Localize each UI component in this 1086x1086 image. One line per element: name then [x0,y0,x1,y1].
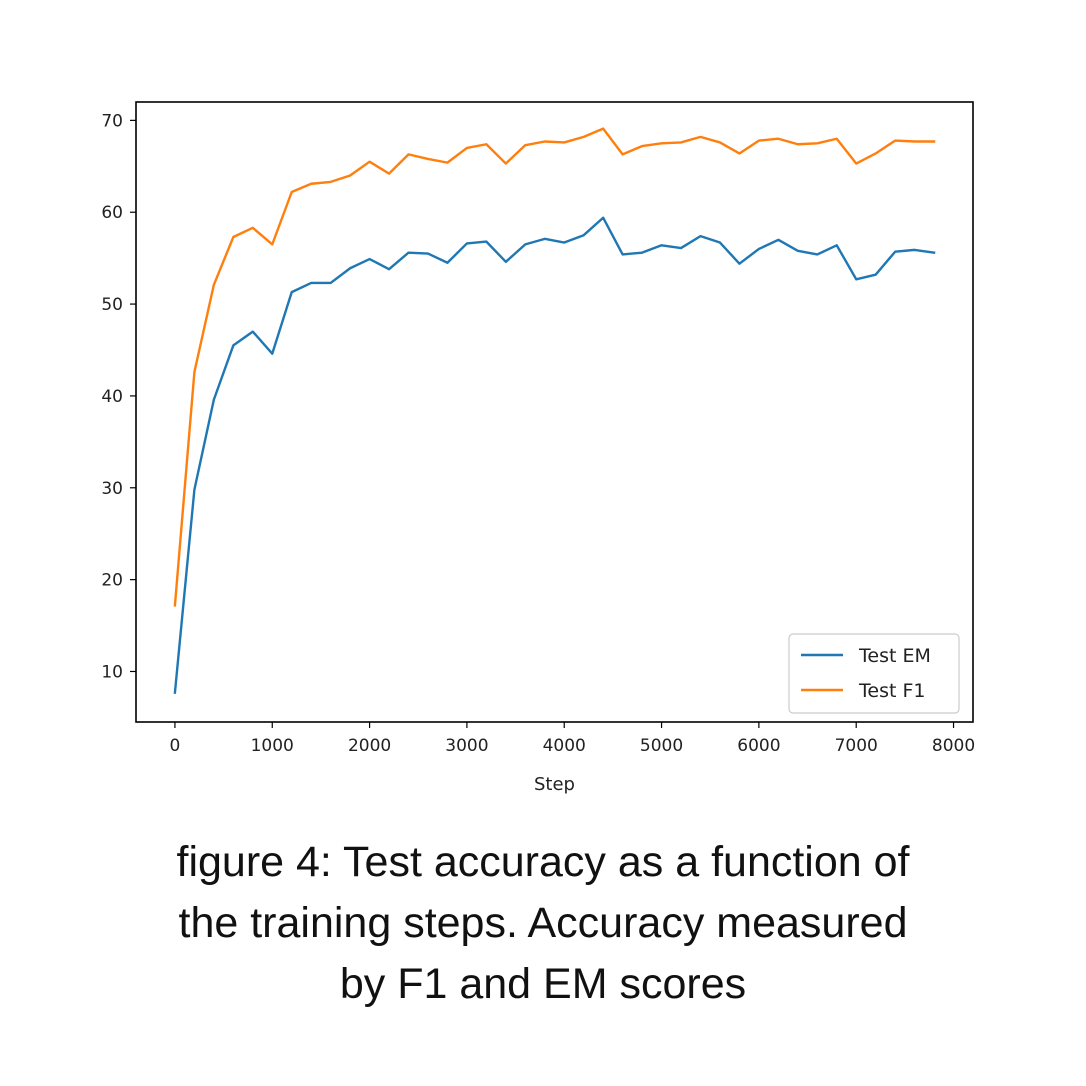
legend-label-test-em: Test EM [858,645,931,667]
figure-caption: figure 4: Test accuracy as a function of… [60,832,1026,1015]
x-axis-label: Step [534,774,575,795]
x-tick-label: 4000 [543,736,586,756]
caption-line-3: by F1 and EM scores [339,960,747,1008]
x-tick-label: 6000 [737,736,780,756]
line-chart: 0 1000 2000 3000 4000 5000 6000 7000 8000 10 20 30 4… [101,101,975,795]
x-tick-label: 3000 [445,736,488,756]
x-tick-label: 0 [170,736,181,756]
x-tick-label: 7000 [835,736,878,756]
y-tick-label: 60 [101,203,123,223]
y-tick-label: 40 [101,387,123,407]
series-line-test-f1 [173,127,936,607]
y-tick-label: 70 [101,111,123,131]
x-tick-label: 1000 [251,736,294,756]
x-tick-label: 2000 [348,736,391,756]
y-tick-label: 10 [101,662,123,682]
series-line-test-em [173,216,936,694]
y-tick-label: 50 [101,295,123,315]
x-tick-label: 8000 [932,736,975,756]
y-tick-label: 20 [101,571,123,591]
legend-box [788,633,960,714]
x-tick-label: 5000 [640,736,683,756]
legend: Test EM Test F1 [788,633,960,714]
caption-line-2: the training steps. Accuracy measured [178,899,908,947]
legend-label-test-f1: Test F1 [858,680,925,702]
caption-line-1: figure 4: Test accuracy as a function of [176,838,910,886]
y-tick-label: 30 [101,479,123,499]
plot-frame [135,101,974,723]
